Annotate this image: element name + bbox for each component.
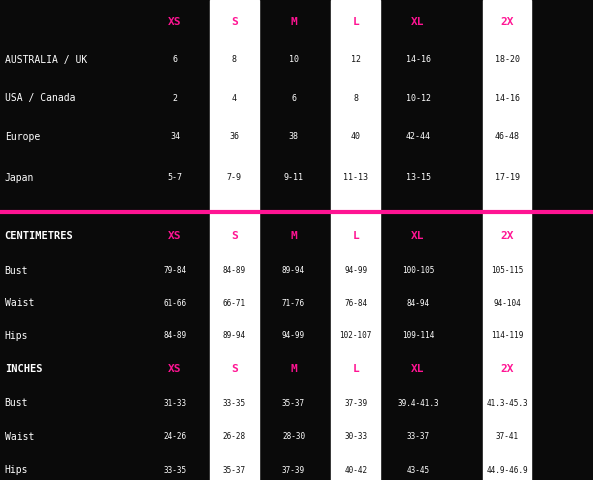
Text: 39.4-41.3: 39.4-41.3 [397, 399, 439, 408]
Text: 76-84: 76-84 [345, 299, 367, 308]
Text: 2X: 2X [500, 364, 514, 373]
Text: 34: 34 [170, 132, 180, 141]
Text: 40: 40 [351, 132, 361, 141]
Text: XS: XS [168, 364, 181, 373]
Text: 36: 36 [229, 132, 239, 141]
Text: 7-9: 7-9 [227, 173, 242, 182]
Text: S: S [231, 364, 238, 373]
Text: 12: 12 [351, 56, 361, 64]
Text: USA / Canada: USA / Canada [5, 94, 75, 103]
Text: 35-37: 35-37 [282, 399, 305, 408]
Text: 89-94: 89-94 [223, 332, 246, 340]
Text: S: S [231, 231, 238, 241]
Text: 24-26: 24-26 [164, 432, 186, 441]
Text: AUSTRALIA / UK: AUSTRALIA / UK [5, 55, 87, 65]
Text: INCHES: INCHES [5, 364, 42, 373]
Text: Waist: Waist [5, 299, 34, 308]
Text: 6: 6 [291, 94, 296, 103]
Text: 9-11: 9-11 [283, 173, 304, 182]
Text: 105-115: 105-115 [491, 266, 523, 275]
Text: CENTIMETRES: CENTIMETRES [5, 231, 74, 241]
Text: M: M [290, 17, 297, 26]
Text: L: L [352, 364, 359, 373]
Text: 2: 2 [173, 94, 177, 103]
Text: 35-37: 35-37 [223, 466, 246, 475]
Text: 79-84: 79-84 [164, 266, 186, 275]
Text: M: M [290, 231, 297, 241]
Text: 33-35: 33-35 [164, 466, 186, 475]
Bar [210, 0, 259, 480]
Text: 102-107: 102-107 [340, 332, 372, 340]
Text: 71-76: 71-76 [282, 299, 305, 308]
Text: 89-94: 89-94 [282, 266, 305, 275]
Text: 14-16: 14-16 [406, 56, 431, 64]
Text: 26-28: 26-28 [223, 432, 246, 441]
Text: 43-45: 43-45 [407, 466, 429, 475]
Text: 10-12: 10-12 [406, 94, 431, 103]
Text: Japan: Japan [5, 173, 34, 182]
Text: XL: XL [412, 231, 425, 241]
Text: 5-7: 5-7 [167, 173, 183, 182]
Text: 37-39: 37-39 [282, 466, 305, 475]
Text: 44.9-46.9: 44.9-46.9 [486, 466, 528, 475]
Text: 38: 38 [289, 132, 298, 141]
Text: 28-30: 28-30 [282, 432, 305, 441]
Text: 61-66: 61-66 [164, 299, 186, 308]
Text: Waist: Waist [5, 432, 34, 442]
Text: S: S [231, 17, 238, 26]
Text: 8: 8 [232, 56, 237, 64]
Text: Bust: Bust [5, 266, 28, 276]
Text: 66-71: 66-71 [223, 299, 246, 308]
Text: 17-19: 17-19 [495, 173, 519, 182]
Text: 10: 10 [289, 56, 298, 64]
Text: 109-114: 109-114 [402, 332, 434, 340]
Text: L: L [352, 17, 359, 26]
Text: Hips: Hips [5, 466, 28, 475]
Text: 2X: 2X [500, 231, 514, 241]
Text: Bust: Bust [5, 398, 28, 408]
Text: 13-15: 13-15 [406, 173, 431, 182]
Text: 40-42: 40-42 [345, 466, 367, 475]
Text: 4: 4 [232, 94, 237, 103]
Text: 2X: 2X [500, 17, 514, 26]
Text: 84-94: 84-94 [407, 299, 429, 308]
Text: 8: 8 [353, 94, 358, 103]
Text: 46-48: 46-48 [495, 132, 519, 141]
Text: XS: XS [168, 17, 181, 26]
Bar [331, 0, 380, 480]
Text: 41.3-45.3: 41.3-45.3 [486, 399, 528, 408]
Text: 31-33: 31-33 [164, 399, 186, 408]
Text: 18-20: 18-20 [495, 56, 519, 64]
Text: 33-35: 33-35 [223, 399, 246, 408]
Text: 37-39: 37-39 [345, 399, 367, 408]
Text: 11-13: 11-13 [343, 173, 368, 182]
Text: Europe: Europe [5, 132, 40, 142]
Text: 6: 6 [173, 56, 177, 64]
Text: 42-44: 42-44 [406, 132, 431, 141]
Text: 114-119: 114-119 [491, 332, 523, 340]
Text: 100-105: 100-105 [402, 266, 434, 275]
Text: 37-41: 37-41 [496, 432, 518, 441]
Text: 94-104: 94-104 [493, 299, 521, 308]
Text: 33-37: 33-37 [407, 432, 429, 441]
Text: 84-89: 84-89 [164, 332, 186, 340]
Text: 30-33: 30-33 [345, 432, 367, 441]
Text: 94-99: 94-99 [345, 266, 367, 275]
Text: XL: XL [412, 364, 425, 373]
Text: 14-16: 14-16 [495, 94, 519, 103]
Text: XS: XS [168, 231, 181, 241]
Bar [483, 0, 531, 480]
Text: 84-89: 84-89 [223, 266, 246, 275]
Text: L: L [352, 231, 359, 241]
Text: Hips: Hips [5, 331, 28, 341]
Text: M: M [290, 364, 297, 373]
Text: 94-99: 94-99 [282, 332, 305, 340]
Text: XL: XL [412, 17, 425, 26]
